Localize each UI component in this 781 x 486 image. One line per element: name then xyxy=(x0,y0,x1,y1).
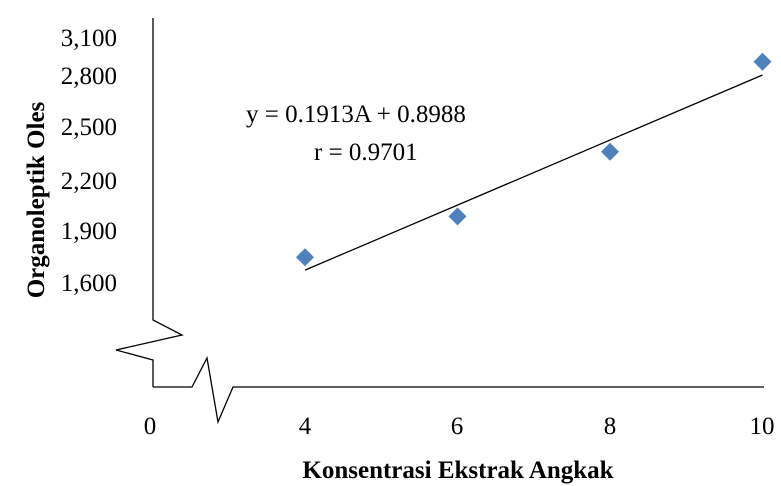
y-tick-labels: 3,100 2,800 2,500 2,200 1,900 1,600 xyxy=(61,25,117,297)
data-point xyxy=(296,248,314,267)
data-point xyxy=(601,142,619,161)
x-tick-label: 10 xyxy=(750,413,775,440)
y-tick-label: 2,200 xyxy=(61,168,117,195)
correlation-coefficient: r = 0.9701 xyxy=(314,139,418,166)
x-tick-label: 6 xyxy=(451,413,464,440)
x-tick-labels: 0 4 6 8 10 xyxy=(144,413,775,440)
plot-layer xyxy=(296,52,772,271)
x-axis-line xyxy=(153,355,764,425)
x-tick-label: 8 xyxy=(604,413,617,440)
x-tick-label: 0 xyxy=(144,413,157,440)
y-tick-label: 1,600 xyxy=(61,270,117,297)
y-axis-line xyxy=(115,18,184,387)
y-axis-title: Organoleptik Oles xyxy=(23,101,50,298)
y-tick-label: 2,800 xyxy=(61,63,117,90)
data-point xyxy=(448,207,467,226)
regression-equation: y = 0.1913A + 0.8988 xyxy=(246,101,466,128)
y-tick-label: 1,900 xyxy=(61,218,117,245)
trendline xyxy=(304,74,763,271)
x-tick-label: 4 xyxy=(299,413,312,440)
y-tick-label: 3,100 xyxy=(61,25,117,52)
data-point xyxy=(753,52,772,71)
x-axis-title: Konsentrasi Ekstrak Angkak xyxy=(302,457,613,484)
y-tick-label: 2,500 xyxy=(61,114,117,141)
